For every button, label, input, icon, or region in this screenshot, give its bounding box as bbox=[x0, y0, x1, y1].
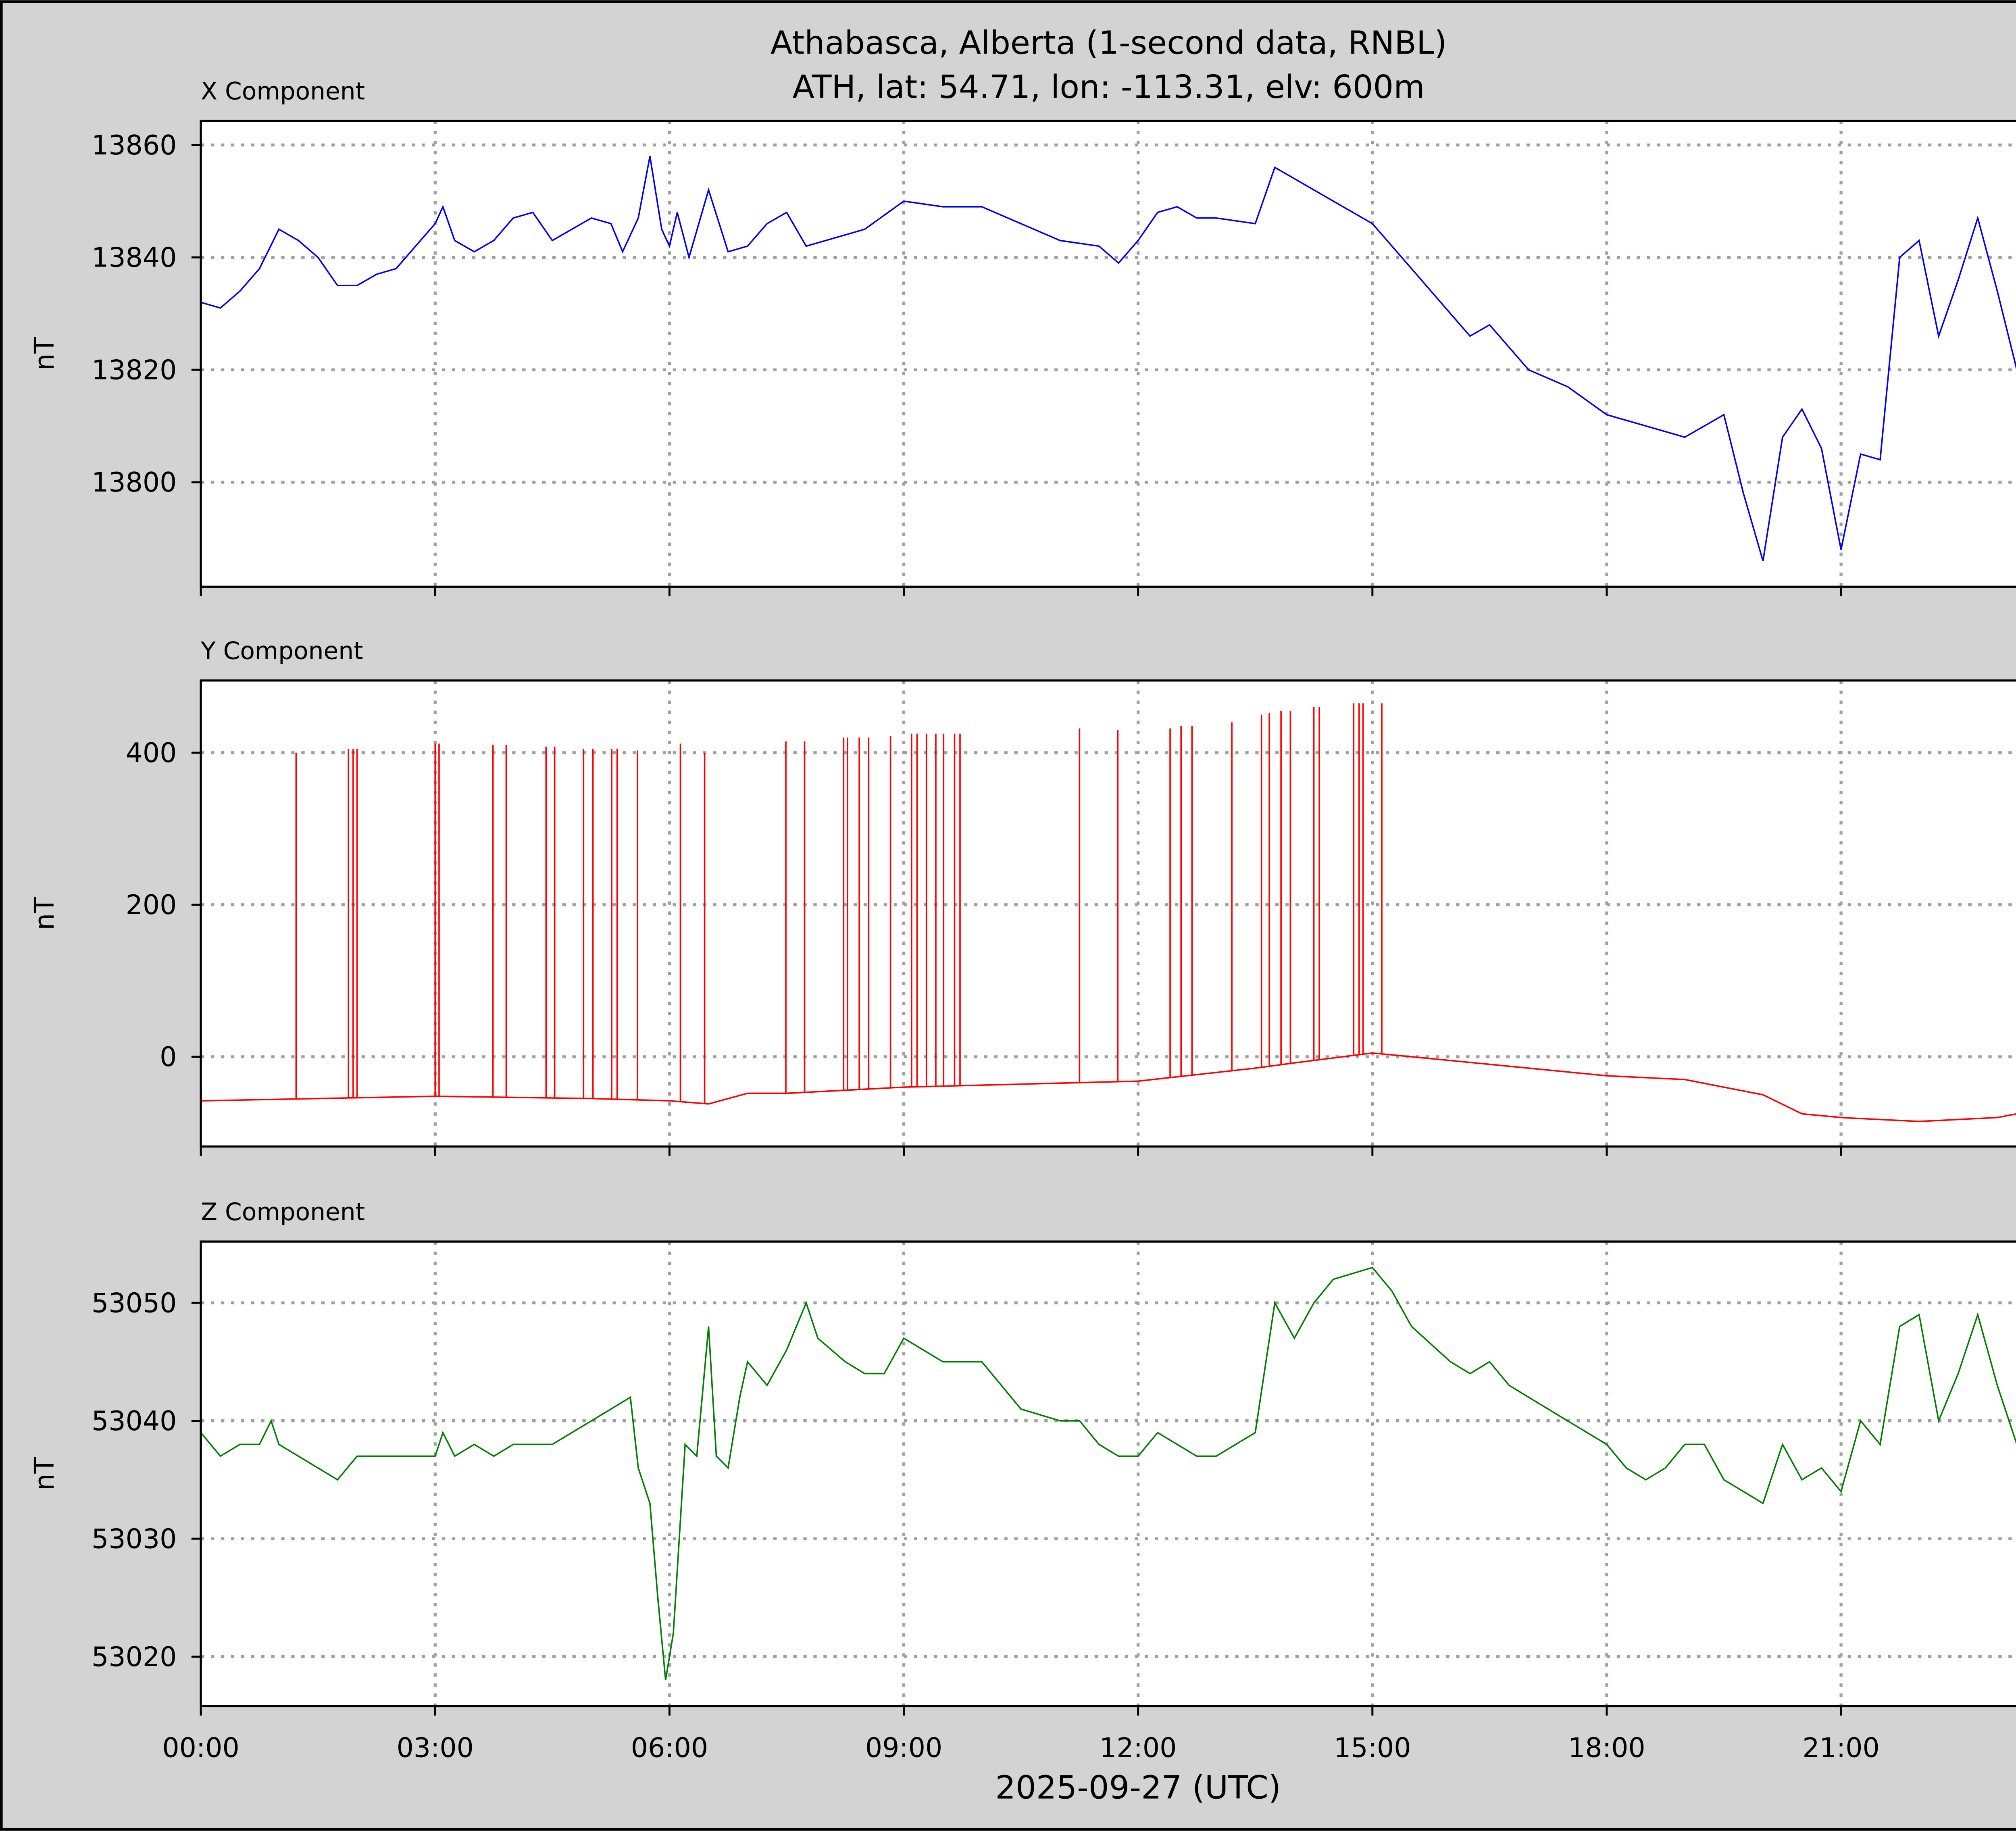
y-tick-label: 53030 bbox=[92, 1523, 177, 1554]
plot-frame bbox=[200, 119, 2016, 588]
plot-area bbox=[201, 680, 2016, 1147]
x-tick-label: 09:00 bbox=[865, 1732, 942, 1764]
x-tick-label: 21:00 bbox=[1802, 1732, 1879, 1764]
series-line-z bbox=[200, 1266, 2016, 1681]
x-axis-label: 2025-09-27 (UTC) bbox=[995, 1769, 1281, 1806]
y-axis-label: nT bbox=[29, 1457, 60, 1491]
series-line-x bbox=[200, 156, 2016, 561]
y-tick-label: 200 bbox=[126, 889, 177, 921]
panel-y: Y Component nT 0 200 400 bbox=[29, 637, 2016, 1156]
y-tick-label: 13840 bbox=[92, 242, 177, 273]
panel-title: Z Component bbox=[201, 1198, 365, 1226]
y-axis-label: nT bbox=[29, 337, 60, 371]
plot-frame bbox=[200, 1240, 2016, 1708]
x-tick-label: 03:00 bbox=[397, 1732, 474, 1764]
y-tick-label: 53050 bbox=[92, 1287, 177, 1319]
y-axis-label: nT bbox=[29, 897, 60, 930]
y-tick-label: 53040 bbox=[92, 1405, 177, 1437]
y-tick-label: 13820 bbox=[92, 354, 177, 385]
y-tick-label: 0 bbox=[160, 1041, 177, 1073]
panel-title: X Component bbox=[201, 77, 365, 105]
panel-z: Z Component nT 00:00 03:00 06:00 09:00 12:00 15… bbox=[29, 1198, 2016, 1764]
x-tick-label: 12:00 bbox=[1100, 1732, 1177, 1764]
panel-x: X Component nT 13800 13820 13840 13860 bbox=[29, 77, 2016, 596]
panel-title: Y Component bbox=[200, 637, 363, 665]
plot-area bbox=[201, 1241, 2016, 1706]
chart-title: Athabasca, Alberta (1-second data, RNBL) bbox=[771, 24, 1447, 62]
y-tick-label: 53020 bbox=[92, 1641, 177, 1673]
x-tick-label: 15:00 bbox=[1334, 1732, 1411, 1764]
plot-area bbox=[201, 121, 2016, 587]
x-tick-label: 18:00 bbox=[1568, 1732, 1645, 1764]
y-tick-label: 13860 bbox=[92, 129, 177, 161]
chart-subtitle: ATH, lat: 54.71, lon: -113.31, elv: 600m bbox=[792, 68, 1425, 106]
y-tick-label: 13800 bbox=[92, 467, 177, 498]
x-tick-label: 06:00 bbox=[631, 1732, 708, 1764]
y-tick-label: 400 bbox=[126, 737, 177, 769]
series-line-y bbox=[201, 1052, 2016, 1123]
x-tick-label: 00:00 bbox=[162, 1732, 239, 1764]
plot-frame bbox=[200, 679, 2016, 1148]
